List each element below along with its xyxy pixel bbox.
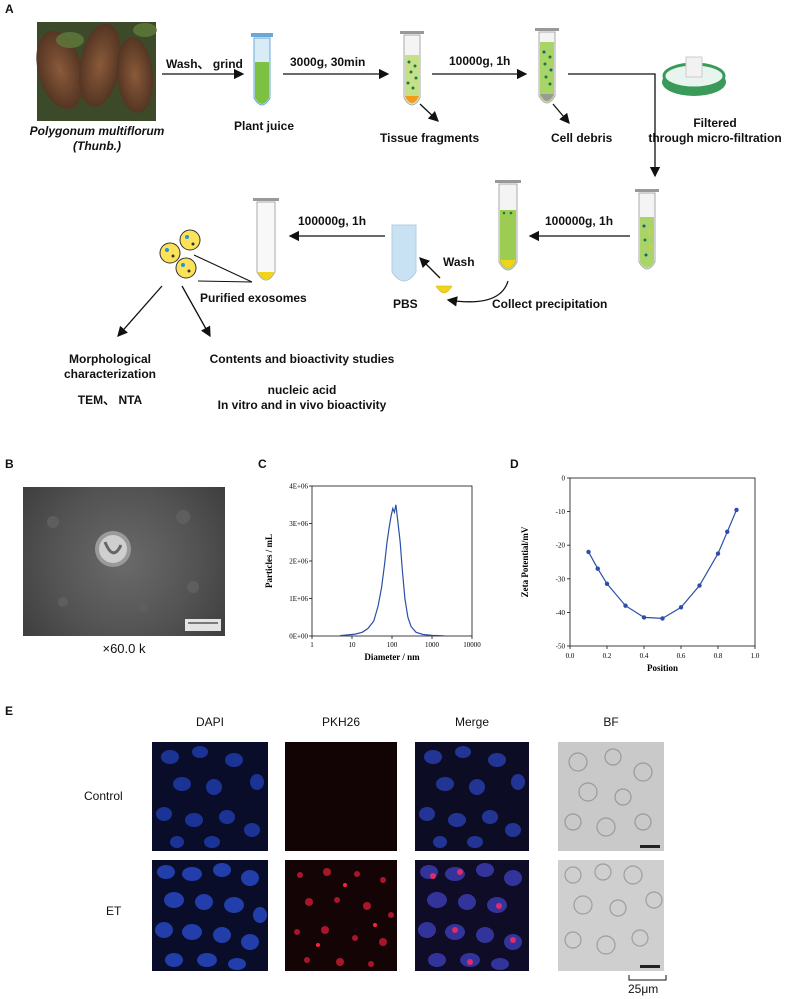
label-wash: Wash [443,255,475,269]
chart-c-ylabel: Particles / mL [264,534,274,588]
chart-d-point [623,603,628,608]
panel-letter-e: E [5,704,14,718]
tube-cell-debris [535,28,559,104]
chart-d-point [586,549,591,555]
label-contents-title: Contents and bioactivity studies [209,352,395,366]
chart-c-series-line [339,504,445,637]
chart-d-xtick-label: 1.0 [751,652,760,660]
chart-particle-size: 1 10 100 1000 10000 0E+00 1E+06 2E+06 3E+06 4E+06… [264,483,481,663]
chart-d-point [660,616,665,621]
label-plant-juice: Plant juice [234,119,295,133]
chart-d-point [725,529,730,534]
label-nucleic-acid: nucleic acid [267,383,337,397]
label-collect-precipitation: Collect precipitation [492,297,608,311]
chart-c-ytick-label: 4E+06 [289,483,308,491]
label-in-vitro: In vitro and in vivo bioactivity [217,398,387,412]
chart-d-ytick-label: -50 [556,643,566,651]
panel-letter-b: B [5,457,14,471]
label-morph-1: Morphological [69,352,151,366]
label-pbs: PBS [393,297,418,311]
img-et-bf [558,860,664,971]
label-cell-debris: Cell debris [551,131,613,145]
label-filtered-1: Filtered [693,116,737,130]
chart-d-xtick-label: 0.8 [714,652,723,660]
row-label-et: ET [106,904,122,918]
chart-d-series-line [587,509,738,620]
workflow-diagram [36,22,726,338]
chart-d-ytick-label: -20 [556,542,566,550]
chart-c-ytick-label: 2E+06 [289,558,308,566]
chart-c-xtick-label: 100 [387,641,398,649]
tube-plant-juice [251,33,273,106]
label-spin-2: 10000g, 1h [449,54,511,68]
tem-magnification: ×60.0 k [102,641,146,656]
col-label-merge: Merge [454,715,489,729]
chart-c-xlabel: Diameter / nm [364,652,420,662]
chart-d-point [604,581,610,587]
label-spin-3: 100000g, 1h [545,214,614,228]
panel-letter-c: C [258,457,267,471]
chart-d-point [697,583,702,588]
label-purified-exosomes: Purified exosomes [200,291,307,305]
chart-d-xlabel: Position [647,663,678,673]
chart-d-point [595,566,600,571]
chart-c-xtick-label: 1000 [425,641,440,649]
tube-purified-exosomes [253,198,279,281]
img-control-bf [558,742,664,851]
label-spin-4: 100000g, 1h [298,214,367,228]
img-control-dapi [152,742,268,851]
chart-c-frame [311,485,473,637]
chart-d-point [678,605,684,610]
chart-d-xtick-label: 0.0 [566,652,575,660]
panel-letter-d: D [510,457,519,471]
tube-filtered [635,189,659,270]
filter-icon [662,56,726,96]
chart-c-ytick-label: 3E+06 [289,520,308,528]
exosome-icons [159,229,201,279]
scale-bar-icon [628,975,667,981]
chart-d-xtick-label: 0.2 [603,652,612,660]
tube-pbs [391,224,417,282]
chart-d-xtick-label: 0.6 [677,652,686,660]
chart-d-xtick-label: 0.4 [640,652,649,660]
chart-d-point [734,507,739,513]
col-label-bf: BF [603,715,619,729]
chart-d-ytick-label: -30 [556,575,566,583]
label-wash-grind: Wash、 grind [166,57,243,71]
tube-tissue-fragments [400,31,424,106]
col-label-pkh26: PKH26 [321,715,361,729]
img-et-dapi [152,860,268,971]
chart-c-ytick-label: 0E+00 [289,633,308,641]
img-control-merge [415,742,529,851]
label-tissue-fragments: Tissue fragments [380,131,480,145]
chart-c-ytick-label: 1E+06 [289,595,308,603]
img-control-pkh26 [285,742,397,851]
chart-zeta-potential: 0.0 0.2 0.4 0.6 0.8 1.0 -50 -40 -30 -20 -10 0 Positi… [520,475,760,674]
tube-precipitation [495,180,521,271]
row-label-control: Control [84,789,123,803]
chart-c-xtick-label: 10 [349,641,357,649]
label-plant-name: Polygonum multiflorum [29,124,165,138]
chart-d-ytick-label: -10 [556,508,566,516]
panel-letter-a: A [5,2,14,16]
label-plant-author: (Thunb.) [73,139,121,153]
chart-d-ylabel: Zeta Potential/mV [520,526,530,597]
tem-image [23,487,225,636]
chart-d-point [715,551,721,556]
label-spin-1: 3000g, 30min [290,55,366,69]
label-filtered-2: through micro-filtration [648,131,782,145]
chart-d-ytick-label: 0 [562,475,566,483]
plant-photo [36,22,157,121]
label-tem-nta: TEM、 NTA [77,393,143,407]
img-et-pkh26 [285,860,397,971]
chart-c-xtick-label: 10000 [463,641,481,649]
col-label-dapi: DAPI [195,715,224,729]
chart-d-frame [569,477,756,647]
chart-c-xtick-label: 1 [310,641,314,649]
chart-d-point [641,615,647,620]
chart-d-ytick-label: -40 [556,609,566,617]
scale-bar-label: 25μm [628,982,659,996]
img-et-merge [415,860,529,971]
label-morph-2: characterization [63,367,157,381]
